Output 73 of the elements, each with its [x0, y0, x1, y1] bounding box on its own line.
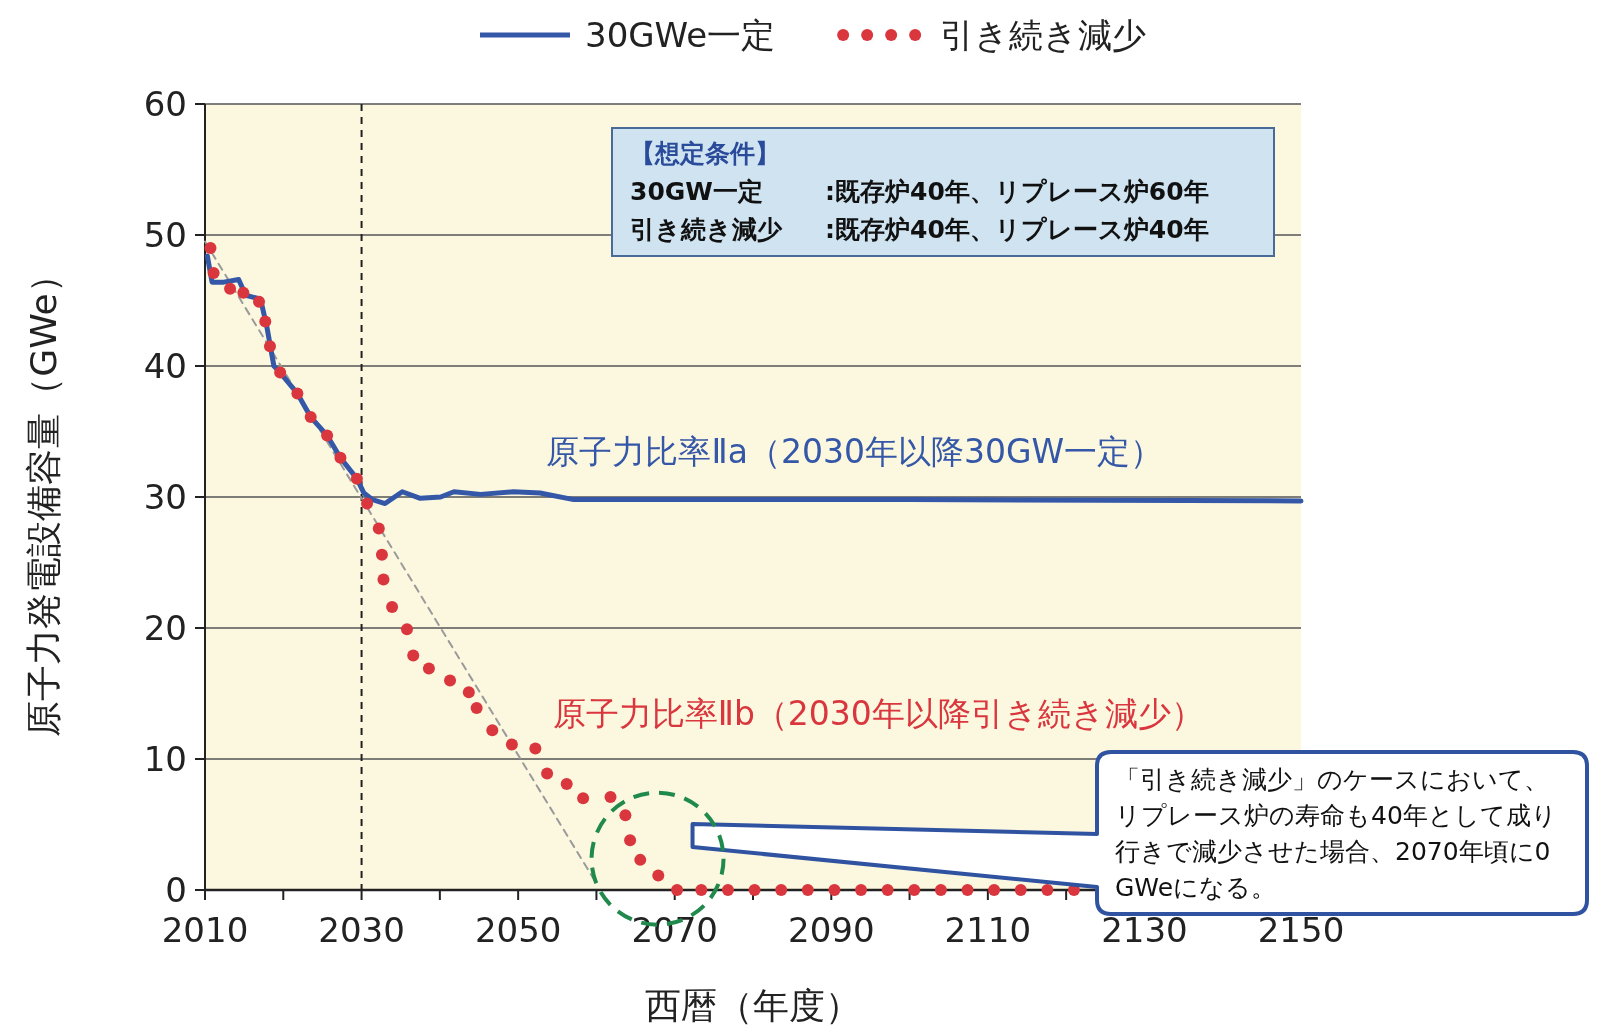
point [529, 742, 542, 755]
point [444, 674, 457, 687]
point [748, 884, 761, 896]
point [775, 884, 788, 896]
y-axis-title: 原子力発電設備容量（GWe） [23, 257, 64, 737]
point [934, 884, 947, 896]
point [652, 869, 665, 882]
point [375, 548, 388, 561]
point [908, 884, 921, 896]
point [462, 686, 475, 699]
point [407, 649, 420, 662]
point [486, 724, 499, 737]
point [695, 884, 708, 896]
annotation: 引き続き減少 [630, 215, 783, 244]
x-tick-label: 2030 [318, 910, 405, 950]
annotation: 30GW一定 [630, 177, 763, 206]
point [204, 242, 217, 255]
x-tick-label: 2010 [161, 910, 249, 950]
y-tick-label: 20 [143, 608, 187, 648]
point [334, 451, 347, 464]
point [253, 295, 266, 308]
point [386, 601, 399, 614]
point [350, 472, 363, 485]
annotation: 原子力比率Ⅱb（2030年以降引き続き減少） [552, 694, 1204, 734]
point [721, 884, 734, 896]
point [961, 884, 974, 896]
legend-label: 30GWe一定 [585, 15, 776, 55]
annotation: 【想定条件】 [630, 139, 780, 168]
point [224, 282, 237, 295]
point [259, 315, 272, 328]
annotation: :既存炉40年、リプレース炉60年 [825, 177, 1209, 206]
point [541, 767, 554, 780]
point [634, 853, 647, 866]
point [321, 429, 334, 442]
point [624, 834, 637, 847]
point [505, 738, 518, 751]
point [881, 884, 894, 896]
y-tick-label: 60 [143, 84, 187, 124]
point [377, 573, 390, 586]
point [671, 884, 684, 896]
annotation: 「引き続き減少」のケースにおいて、リプレース炉の寿命も40年として成り行きで減少させた場合、2070年頃に0GWeになる。 [1115, 765, 1557, 902]
point [422, 662, 435, 675]
x-tick-label: 2050 [474, 910, 562, 950]
point [263, 340, 276, 353]
point [291, 387, 304, 400]
x-axis-title: 西暦（年度） [645, 985, 861, 1026]
point [207, 266, 220, 279]
point [560, 777, 573, 790]
callout: 「引き続き減少」のケースにおいて、リプレース炉の寿命も40年として成り行きで減少させた場合、2070年頃に0GWeになる。 [690, 750, 1589, 916]
point [274, 366, 287, 379]
point [801, 884, 814, 896]
point [604, 790, 617, 803]
annotation: :既存炉40年、リプレース炉40年 [825, 215, 1209, 244]
point [470, 701, 483, 714]
point [855, 884, 868, 896]
point [400, 623, 413, 636]
annotation: 原子力比率Ⅱa（2030年以降30GW一定） [546, 432, 1164, 472]
y-tick-label: 50 [143, 215, 187, 255]
legend-label: 引き続き減少 [940, 15, 1147, 55]
point [372, 522, 385, 535]
y-tick-label: 40 [143, 346, 187, 386]
point [304, 411, 317, 424]
point [361, 497, 374, 510]
point [828, 884, 841, 896]
y-tick-label: 30 [143, 477, 187, 517]
point [577, 792, 590, 805]
y-tick-label: 0 [165, 870, 187, 910]
point [237, 286, 250, 299]
point [1014, 884, 1027, 896]
point [988, 884, 1001, 896]
y-tick-label: 10 [143, 739, 187, 779]
point [619, 809, 632, 822]
point [1041, 884, 1054, 896]
